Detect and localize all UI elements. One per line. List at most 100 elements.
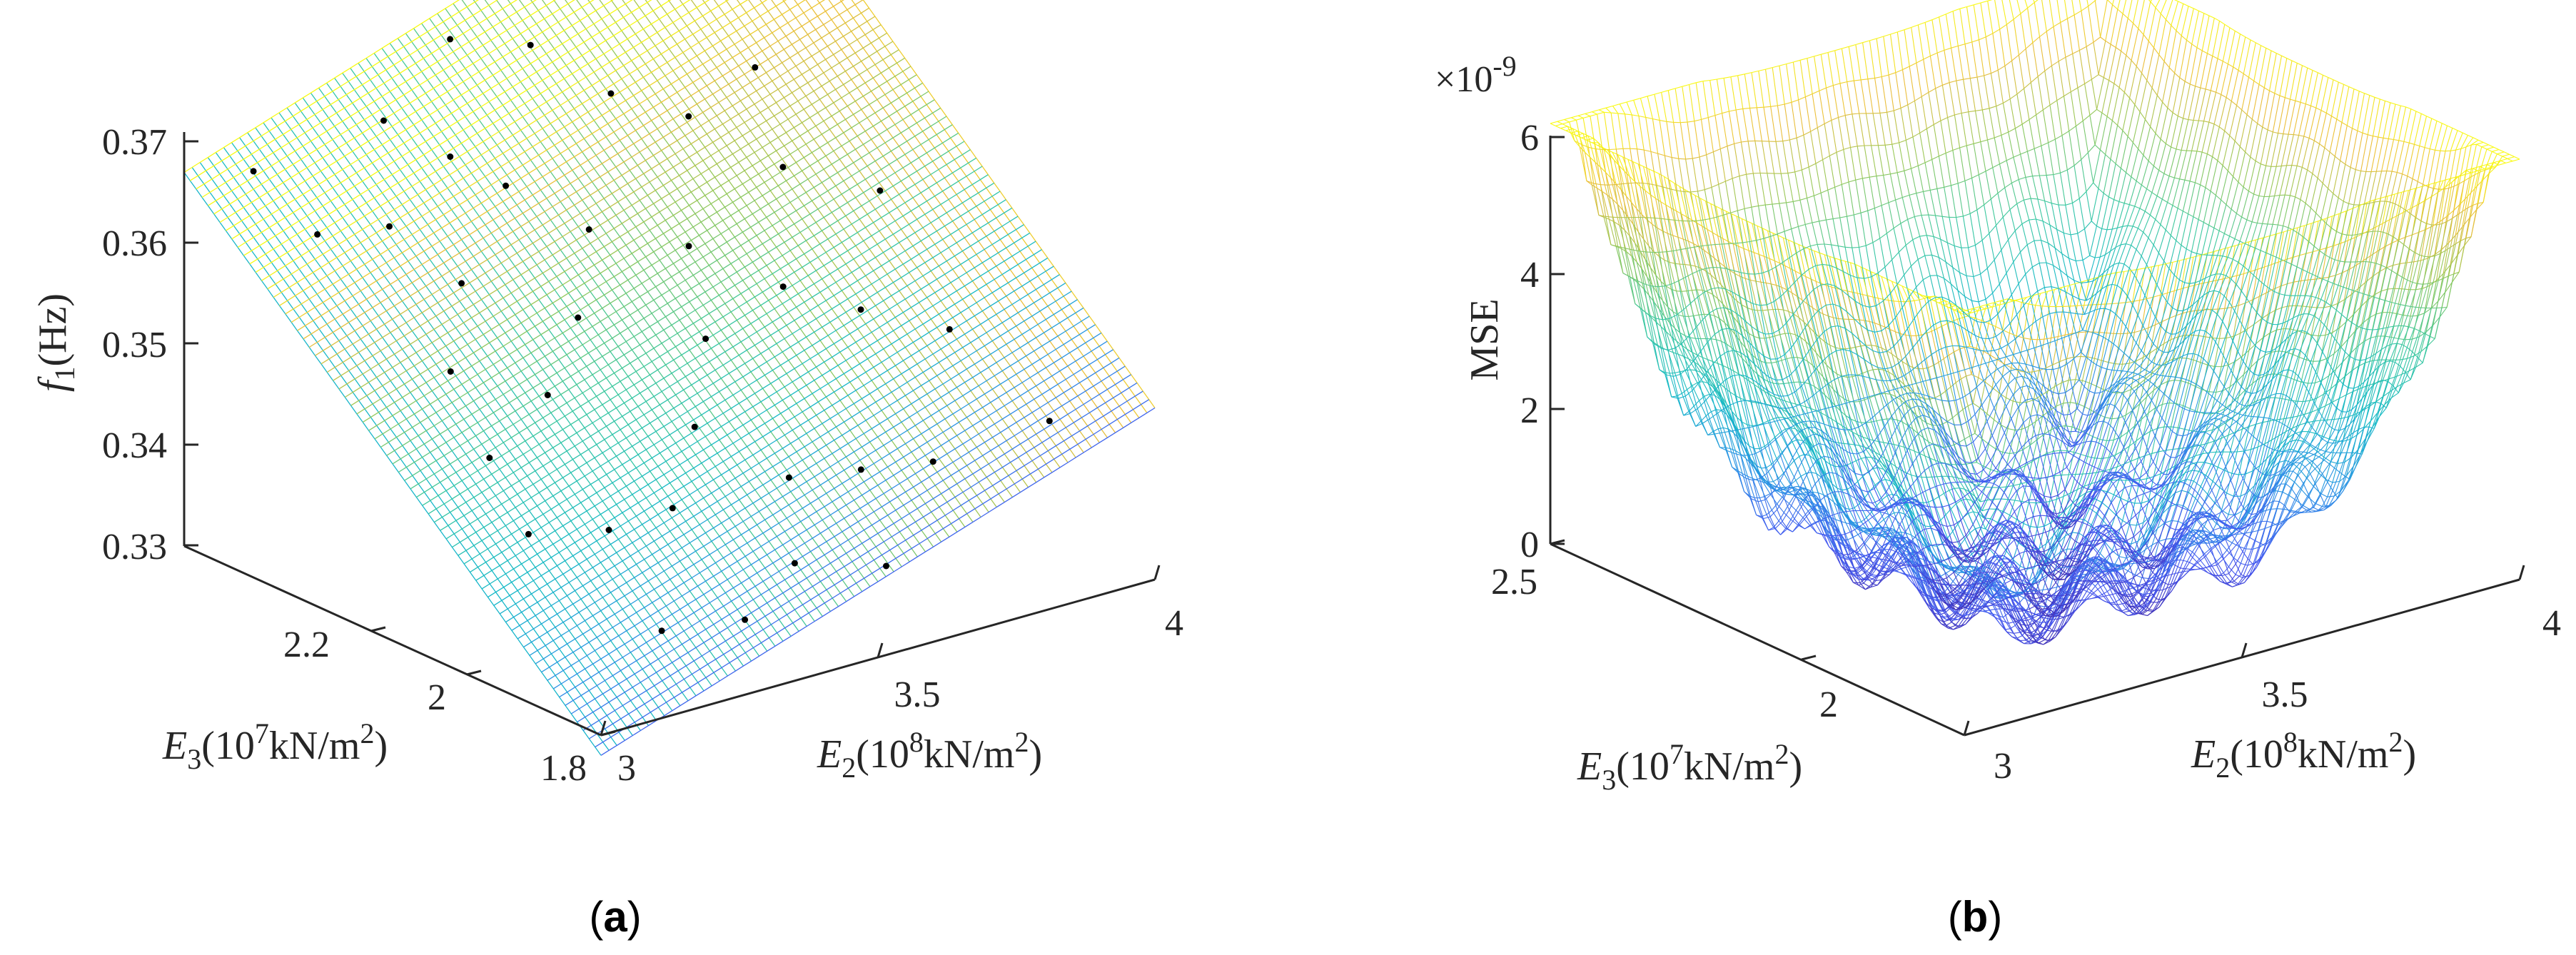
surface-grid-line [1692,352,1698,355]
surface-grid-line [1784,231,1790,258]
surface-grid-line [523,299,1078,648]
surface-grid-line [1922,191,1929,216]
surface-grid-line [1938,302,1944,306]
surface-grid-line [1707,117,1714,152]
surface-grid-line [1826,364,1832,370]
surface-grid-line [1745,278,1751,281]
surface-grid-line [2208,520,2214,531]
surface-grid-line [1600,184,1607,217]
surface-grid-line [1876,419,1882,422]
surface-grid-line [1893,300,1899,302]
surface-grid-line [1879,410,1886,427]
surface-grid-line [410,141,965,490]
surface-grid-line [1629,236,1636,243]
surface-grid-line [1768,445,1774,466]
surface-grid-line [1721,329,1728,352]
surface-grid-line [1962,216,1969,248]
surface-grid-line [1869,177,1875,208]
surface-grid-line [267,0,729,290]
surface-grid-line [1660,281,1667,287]
surface-grid-line [2083,473,2090,487]
surface-grid-line [1814,448,1820,456]
surface-grid-line [1857,146,1863,178]
surface-grid-line [499,266,1054,615]
surface-grid-line [1784,400,1791,403]
surface-grid-line [2185,568,2191,570]
surface-grid-line [1790,480,1797,485]
surface-grid-line [1827,383,1834,390]
surface-grid-line [1746,174,1752,208]
surface-grid-line [1881,348,1887,351]
surface-grid-line [1707,359,1713,363]
surface-grid-line [2132,540,2139,555]
surface-grid-line [1921,215,1927,236]
surface-grid-line [2012,394,2019,408]
surface-grid-line [1665,204,1672,208]
surface-grid-line [2177,313,2183,338]
surface-grid-line [1665,286,1672,290]
surface-grid-line [1757,423,1763,426]
surface-grid-line [1722,303,1729,311]
surface-grid-line [1664,259,1670,263]
surface-grid-line [1777,105,1784,141]
surface-grid-line [1873,368,1879,370]
surface-grid-line [2096,458,2102,473]
surface-grid-line [2093,332,2101,359]
surface-grid-line [1695,266,1701,269]
surface-grid-line [1736,216,1742,219]
surface-grid-line [2165,339,2171,363]
surface-grid-line [1880,560,1886,572]
surface-grid-line [2075,501,2081,511]
surface-grid-line [2228,557,2235,567]
surface-grid-line [1752,303,1759,332]
surface-grid-line [1849,350,1856,375]
surface-grid-line [2096,502,2103,514]
surface-grid-line [1899,445,1904,448]
surface-grid-line [1886,112,1893,145]
surface-grid-line [2079,458,2085,463]
surface-grid-line [2163,403,2170,428]
surface-grid-line [1764,404,1771,423]
surface-grid-line [1738,246,1744,249]
surface-grid-line [2309,279,2315,308]
surface-grid-line [1747,475,1753,479]
surface-grid-line [2128,521,2135,537]
surface-grid-line [1809,326,1815,333]
surface-grid-line [1631,256,1637,263]
surface-grid-line [1952,11,1959,46]
surface-grid-line [817,0,1124,428]
surface-grid-line [1928,365,1934,368]
surface-grid-line [1747,221,1753,224]
surface-grid-line [208,0,537,206]
surface-grid-line [1564,119,1570,123]
surface-grid-line [2002,499,2009,512]
surface-grid-line [1677,314,1684,317]
surface-grid-line [1830,326,1837,351]
surface-grid-line [374,91,929,440]
surface-grid-line [1550,123,1556,126]
surface-grid-line [1697,381,1703,383]
surface-grid-line [1789,333,1796,335]
surface-grid-line [2077,589,2083,602]
surface-grid-line [1675,328,1680,333]
surface-grid-line [1757,402,1764,425]
surface-grid-line [1747,273,1754,304]
surface-grid-line [645,0,1005,502]
surface-grid-line [1581,137,1587,141]
surface-grid-line [1826,415,1832,420]
surface-grid-line [1595,148,1601,185]
surface-grid-line [495,0,902,567]
surface-grid-line [1755,358,1762,362]
surface-grid-line [2127,480,2133,502]
surface-grid-line [1980,141,1986,171]
surface-grid-line [1721,433,1727,451]
surface-grid-line [1959,438,1965,443]
surface-grid-line [1946,570,1951,574]
surface-grid-line [2014,511,2021,525]
surface-grid-line [1775,141,1782,174]
surface-grid-line [2153,265,2159,298]
surface-grid-line [1813,196,1820,222]
surface-grid-line [1919,133,1926,163]
surface-grid-line [2004,433,2010,445]
surface-grid-line [2332,383,2338,403]
